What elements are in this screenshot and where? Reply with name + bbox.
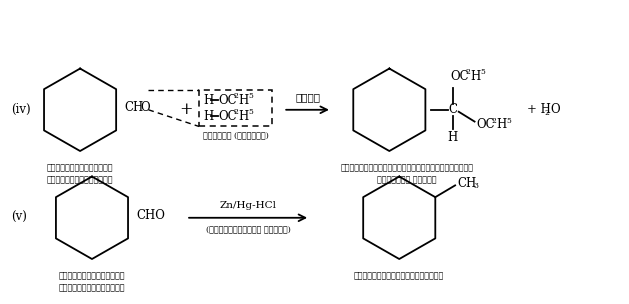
Text: साइक्लोहेक्सेनकार्बोल्डिहाइड: साइक्लोहेक्सेनकार्बोल्डिहाइड [341,165,474,173]
Text: O: O [140,101,150,114]
Text: Zn/Hg-HCl: Zn/Hg-HCl [220,201,277,209]
Text: OC: OC [219,94,238,107]
Text: डाइएथिल एसीटल: डाइएथिल एसीटल [377,176,437,185]
Text: H: H [238,110,249,123]
Text: (क्लेमेन्सेन अपचयन): (क्लेमेन्सेन अपचयन) [206,226,291,235]
Text: 2: 2 [465,68,470,77]
Text: (iv): (iv) [11,103,30,116]
Text: साइक्लोहेक्सेन: साइक्लोहेक्सेन [58,273,125,281]
Text: C: C [448,103,457,116]
Text: 2: 2 [491,117,496,125]
Bar [199,90,272,126]
Text: H: H [470,70,481,83]
Text: H: H [448,131,458,144]
Text: CH: CH [125,101,144,114]
Text: O: O [550,103,560,116]
Text: CHO: CHO [136,209,165,222]
Text: H: H [238,94,249,107]
Text: 5: 5 [248,92,253,100]
Text: एथेनॉल (आधिक्य): एथेनॉल (आधिक्य) [203,132,269,140]
Text: H: H [496,118,506,131]
Text: अम्ल: अम्ल [295,94,320,102]
Text: (v): (v) [11,211,26,224]
Text: 5: 5 [481,68,486,77]
Text: मेथिलसाइक्लोहेक्सेन: मेथिलसाइक्लोहेक्सेन [354,273,444,281]
Text: OC: OC [219,110,238,123]
Text: कार्बोल्डिहाइड: कार्बोल्डिहाइड [47,176,113,185]
Text: 2: 2 [545,109,550,117]
Text: 5: 5 [506,117,511,125]
Text: OC: OC [477,118,495,131]
Text: 5: 5 [248,109,253,116]
Text: OC: OC [451,70,469,83]
Text: CH: CH [457,177,476,190]
Text: + H: + H [527,103,551,116]
Text: +: + [179,101,193,118]
Text: H: H [203,94,213,107]
Text: 2: 2 [234,92,238,100]
Text: साइक्लोहेक्सेन: साइक्लोहेक्सेन [47,165,113,173]
Text: 2: 2 [234,109,238,116]
Text: 3: 3 [473,182,478,190]
Text: कार्बोल्डिहाइड: कार्बोल्डिहाइड [58,285,125,292]
Text: H: H [203,110,213,123]
